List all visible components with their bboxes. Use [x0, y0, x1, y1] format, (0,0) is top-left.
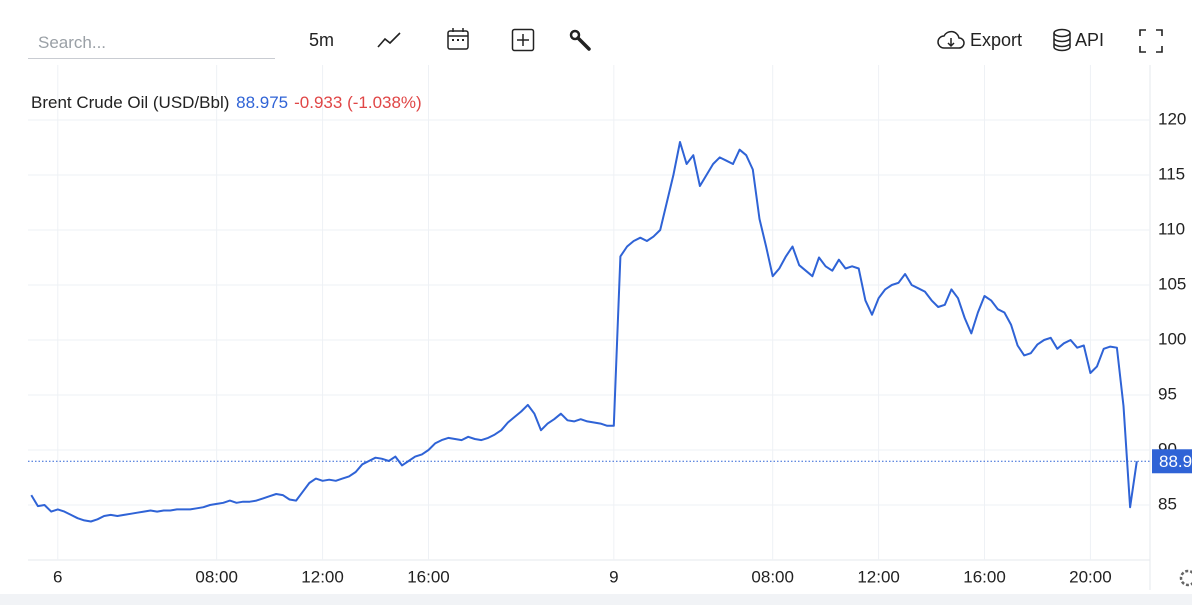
api-icon[interactable] — [1052, 28, 1072, 52]
chart-type-icon[interactable] — [376, 30, 402, 50]
x-tick-label: 08:00 — [751, 567, 794, 586]
y-tick-label: 100 — [1158, 329, 1186, 348]
x-tick-label: 12:00 — [301, 567, 344, 586]
api-button[interactable]: API — [1075, 30, 1105, 50]
search-placeholder: Search... — [38, 33, 107, 52]
y-tick-label: 85 — [1158, 494, 1177, 513]
search-box[interactable]: Search... — [28, 28, 275, 59]
settings-wrench-icon[interactable] — [569, 29, 593, 53]
price-change: -0.933 — [294, 93, 343, 112]
x-tick-label: 12:00 — [857, 567, 900, 586]
export-button[interactable]: Export — [970, 30, 1023, 50]
x-tick-label: 9 — [609, 567, 618, 586]
footer-bar — [0, 594, 1192, 605]
y-tick-label: 95 — [1158, 384, 1177, 403]
y-tick-label: 110 — [1158, 219, 1185, 238]
last-price-tag-label: 88.975 — [1159, 452, 1192, 471]
calendar-icon[interactable] — [446, 27, 470, 51]
settings-gear-icon[interactable] — [1179, 569, 1192, 587]
y-tick-label: 105 — [1158, 274, 1186, 293]
instrument-name: Brent Crude Oil (USD/Bbl) — [31, 93, 230, 112]
fullscreen-icon[interactable] — [1138, 28, 1164, 54]
add-indicator-icon[interactable] — [511, 28, 535, 52]
price-line — [30, 141, 1138, 523]
x-tick-label: 16:00 — [963, 567, 1006, 586]
x-tick-label: 6 — [53, 567, 62, 586]
chart-legend: Brent Crude Oil (USD/Bbl) 88.975 -0.933 (… — [31, 93, 422, 113]
x-tick-label: 16:00 — [407, 567, 450, 586]
price-change-percent: (-1.038%) — [347, 93, 422, 112]
y-tick-label: 120 — [1158, 109, 1186, 128]
last-price: 88.975 — [236, 93, 289, 112]
x-tick-label: 20:00 — [1069, 567, 1112, 586]
export-icon[interactable] — [936, 30, 966, 52]
x-tick-label: 08:00 — [195, 567, 238, 586]
last-price-tag — [1152, 449, 1192, 474]
interval-button[interactable]: 5m — [309, 30, 335, 50]
y-tick-label: 115 — [1158, 164, 1185, 183]
